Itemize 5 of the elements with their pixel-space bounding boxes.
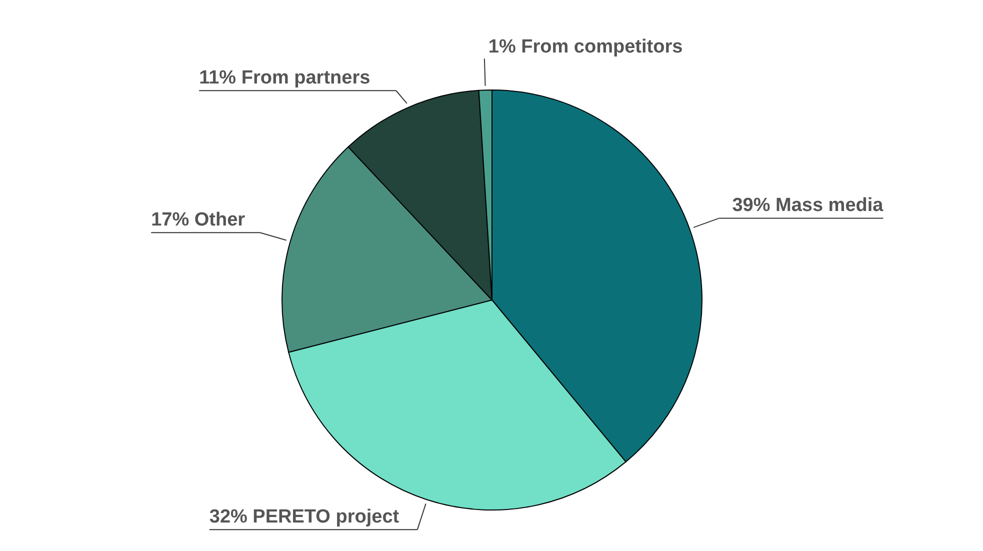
slice-label: 1% From competitors xyxy=(488,36,683,58)
slice-label: 32% PERETO project xyxy=(209,506,400,528)
slice-label: 17% Other xyxy=(151,210,246,231)
slice-label: 39% Mass media xyxy=(732,195,884,216)
slice-label: 11% From partners xyxy=(199,68,370,89)
